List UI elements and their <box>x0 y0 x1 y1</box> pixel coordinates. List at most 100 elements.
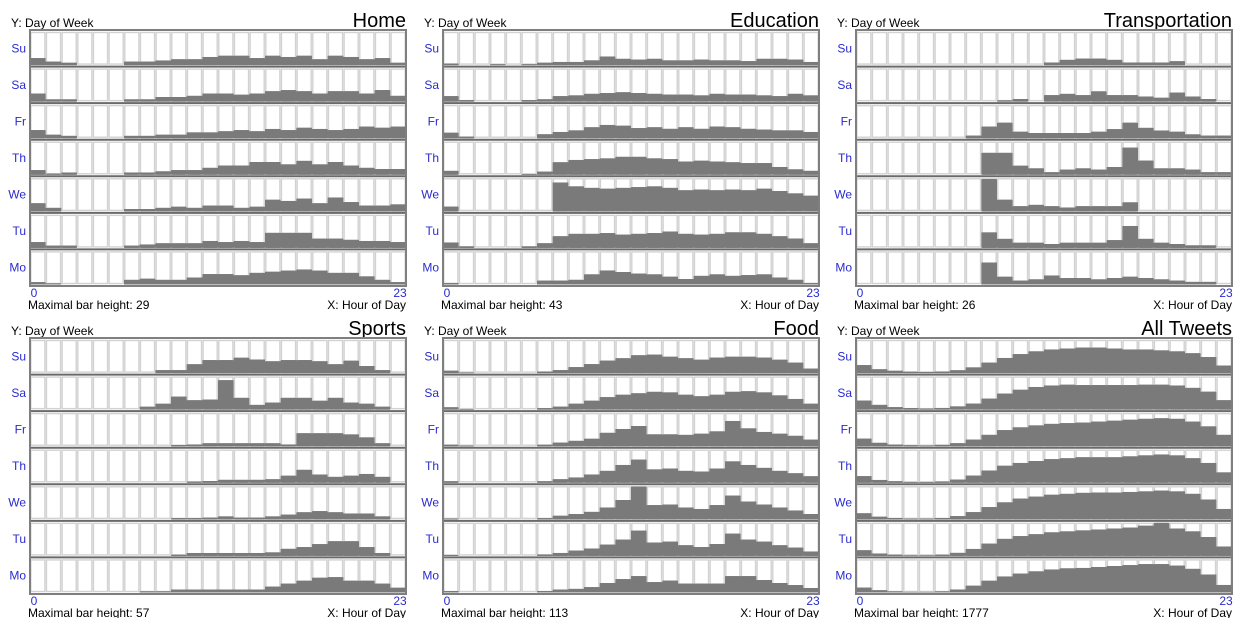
cell-frame <box>1059 178 1076 212</box>
bar-su-h10 <box>600 360 615 374</box>
cell-frame <box>950 68 966 102</box>
bar-mo-h13 <box>1060 278 1075 285</box>
bar-fr-h19 <box>1154 130 1169 139</box>
bar-we-h8 <box>156 207 170 212</box>
cell-frame <box>490 449 506 483</box>
bar-th-h6 <box>538 171 552 175</box>
cell-frame <box>918 31 935 65</box>
bar-su-h0 <box>444 63 458 66</box>
bar-tu-h9 <box>585 233 599 248</box>
bar-we-h18 <box>313 511 327 520</box>
row-label: Sa <box>837 78 852 92</box>
cell-frame <box>934 178 950 212</box>
bar-th-h14 <box>663 159 677 175</box>
cell-frame <box>1200 141 1217 175</box>
bar-we-h20 <box>344 202 358 212</box>
bar-su-h21 <box>360 366 374 374</box>
bar-fr-h8 <box>982 434 996 447</box>
bar-su-h20 <box>757 357 771 374</box>
cell-frame <box>61 522 77 556</box>
cell-frame <box>490 104 506 138</box>
cell-frame <box>218 522 234 556</box>
row-label: Tu <box>12 224 26 238</box>
bar-tu-h20 <box>344 541 358 556</box>
bar-tu-h16 <box>1107 240 1122 248</box>
cell-frame <box>249 178 265 212</box>
bar-tu-h19 <box>1154 242 1169 248</box>
row-label: Tu <box>425 532 439 546</box>
cell-frame <box>124 31 140 65</box>
bar-su-h16 <box>1107 59 1122 66</box>
cell-frame <box>871 251 888 285</box>
bar-th-h8 <box>569 477 583 483</box>
bar-th-h8 <box>982 470 996 483</box>
bar-th-h22 <box>1201 462 1216 483</box>
bar-su-h18 <box>726 60 740 66</box>
bar-sa-h20 <box>1170 92 1184 102</box>
row-label: Su <box>424 349 439 363</box>
bar-su-h8 <box>569 61 583 66</box>
bar-fr-h19 <box>1154 418 1169 447</box>
bar-fr-h4 <box>919 445 934 447</box>
cell-frame <box>155 339 171 373</box>
bar-su-h11 <box>203 360 217 374</box>
bar-mo-h13 <box>647 274 662 285</box>
cell-frame <box>871 141 888 175</box>
row-label: Fr <box>841 422 852 436</box>
bar-th-h14 <box>1076 457 1090 483</box>
cell-frame <box>856 522 872 556</box>
bar-fr-h8 <box>982 126 996 139</box>
cell-frame <box>458 376 475 410</box>
cell-frame <box>934 104 950 138</box>
series-area-we <box>856 179 1232 212</box>
bar-we-h0 <box>31 203 45 212</box>
bar-tu-h7 <box>553 552 568 556</box>
bar-th-h19 <box>1154 168 1169 175</box>
row-label: Fr <box>428 114 439 128</box>
bar-we-h20 <box>344 513 358 520</box>
cell-frame <box>186 178 203 212</box>
row-th: Th <box>425 141 819 175</box>
bar-su-h17 <box>710 357 724 374</box>
cell-frame <box>678 31 694 65</box>
bar-fr-h21 <box>1186 134 1200 139</box>
bar-we-h21 <box>1186 493 1200 520</box>
bar-sa-h13 <box>647 391 662 410</box>
cell-frame <box>934 68 950 102</box>
bar-mo-h3 <box>904 591 918 593</box>
series-area-we <box>30 197 406 212</box>
row-label: We <box>834 496 852 510</box>
bar-su-h23 <box>391 62 405 66</box>
panel-title: Sports <box>348 318 406 340</box>
x-tick-last: 23 <box>1219 286 1233 300</box>
bar-mo-h1 <box>872 590 887 593</box>
bar-mo-h18 <box>313 270 327 285</box>
row-we: We <box>8 178 406 212</box>
plot-border <box>855 337 1233 595</box>
cell-frame <box>233 522 250 556</box>
cell-frame <box>265 486 281 520</box>
cell-frame <box>61 178 77 212</box>
bar-su-h14 <box>250 359 264 374</box>
cell-frame <box>45 449 62 483</box>
cell-frame <box>856 68 872 102</box>
bar-mo-h14 <box>663 276 677 285</box>
bar-su-h21 <box>773 58 787 66</box>
plot-border <box>29 337 407 595</box>
row-su: Su <box>837 339 1232 374</box>
cell-frame <box>965 31 982 65</box>
cell-frame <box>505 449 522 483</box>
cell-frame <box>1169 251 1185 285</box>
bar-fr-h7 <box>553 131 568 139</box>
bar-th-h23 <box>804 170 818 175</box>
bar-fr-h15 <box>266 443 280 447</box>
cell-frame <box>155 486 171 520</box>
cell-frame <box>918 522 935 556</box>
cell-frame <box>1106 178 1123 212</box>
cell-frame <box>568 31 584 65</box>
bar-mo-h17 <box>297 580 311 593</box>
row-su: Su <box>11 339 406 374</box>
bar-sa-h9 <box>172 97 186 102</box>
cell-frame <box>390 559 406 593</box>
bar-th-h11 <box>1029 168 1043 175</box>
